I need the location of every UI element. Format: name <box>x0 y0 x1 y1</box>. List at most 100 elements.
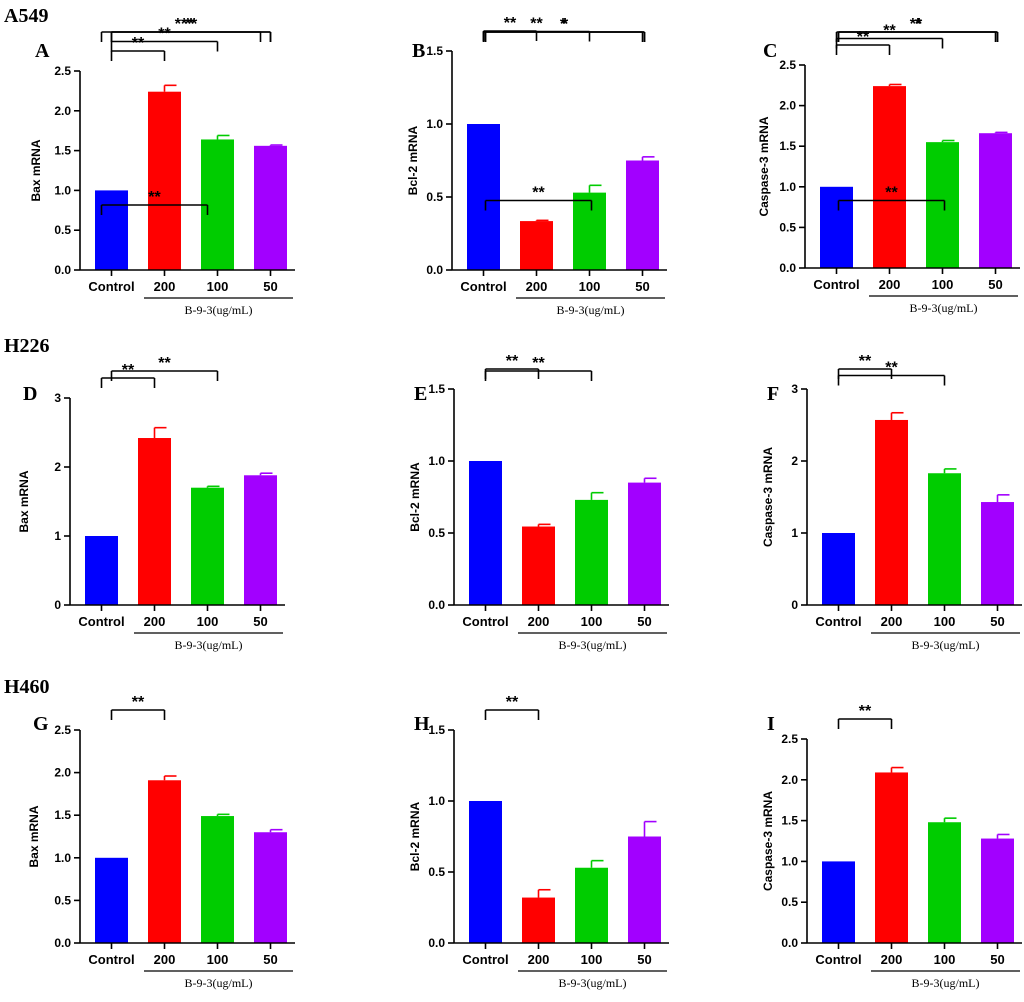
x-tick-label: 100 <box>581 952 603 967</box>
significance-marker: * <box>188 16 195 33</box>
y-tick-label: 1.0 <box>54 183 71 197</box>
bar <box>95 857 128 943</box>
y-tick-label: 1.5 <box>54 808 71 822</box>
y-axis-label: Bcl-2 mRNA <box>406 126 420 196</box>
row-label-a549: A549 <box>4 5 48 27</box>
x-tick-label: 100 <box>207 952 229 967</box>
bar <box>520 221 553 270</box>
significance-marker: ** <box>506 353 519 370</box>
y-tick-label: 2 <box>54 460 61 474</box>
bar <box>875 772 908 943</box>
chart-panel-i: I Caspase-3 mRNA 0.0 0.5 1.0 1.5 2.0 2.5 Control… <box>761 16 1022 990</box>
x-tick-label: 50 <box>263 279 277 294</box>
significance-marker: * <box>560 16 567 33</box>
x-tick-label: 200 <box>528 952 550 967</box>
x-tick-label: 50 <box>988 277 1002 292</box>
y-tick-label: 2.5 <box>781 732 798 746</box>
row-label-h226: H226 <box>4 335 50 357</box>
significance-marker: * <box>915 16 922 33</box>
bar <box>575 499 608 605</box>
significance-marker: ** <box>885 360 898 377</box>
y-axis-label: Caspase-3 mRNA <box>757 116 771 216</box>
panel-letter-d: D <box>23 383 37 405</box>
significance-marker: ** <box>857 29 870 46</box>
group-label: B-9-3(ug/mL) <box>912 638 980 652</box>
bar <box>575 867 608 943</box>
y-tick-label: 1.0 <box>426 117 443 131</box>
panel-letter-a: A <box>35 40 50 62</box>
y-tick-label: 1.0 <box>428 454 445 468</box>
y-tick-label: 0.0 <box>54 263 71 277</box>
significance-marker: ** <box>532 185 545 202</box>
bar <box>875 419 908 605</box>
bar <box>469 801 502 943</box>
y-axis-label: Bax mRNA <box>29 139 43 201</box>
significance-marker: ** <box>132 694 145 711</box>
group-label: B-9-3(ug/mL) <box>175 638 243 652</box>
group-label: B-9-3(ug/mL) <box>912 976 980 990</box>
x-tick-label: Control <box>88 952 134 967</box>
x-tick-label: 200 <box>144 614 166 629</box>
bar <box>926 142 959 268</box>
significance-marker: ** <box>530 16 543 33</box>
bar <box>85 536 118 605</box>
significance-marker: ** <box>158 355 171 372</box>
y-tick-label: 1.5 <box>779 139 796 153</box>
panel-letter-b: B <box>412 40 425 62</box>
x-tick-label: 100 <box>934 614 956 629</box>
x-tick-label: Control <box>815 952 861 967</box>
significance-marker: ** <box>859 353 872 370</box>
significance-marker: * <box>915 16 922 33</box>
y-tick-label: 1.5 <box>781 814 798 828</box>
y-tick-label: 2.5 <box>779 58 796 72</box>
significance-marker: ** <box>910 16 923 33</box>
y-tick-label: 0.0 <box>426 263 443 277</box>
y-tick-label: 1.0 <box>779 180 796 194</box>
y-tick-label: 1.5 <box>428 723 445 737</box>
bar <box>981 502 1014 605</box>
y-tick-label: 2.0 <box>781 773 798 787</box>
y-tick-label: 3 <box>54 391 61 405</box>
significance-marker: ** <box>504 15 517 32</box>
bar <box>138 438 171 605</box>
y-tick-label: 2.5 <box>54 64 71 78</box>
chart-panel-a: A Bax mRNA 0.0 0.5 1.0 1.5 2.0 2.5 Control 200 100… <box>29 16 295 317</box>
y-axis-label: Caspase-3 mRNA <box>761 791 775 891</box>
bar <box>820 186 853 268</box>
x-tick-label: 100 <box>932 277 954 292</box>
x-tick-label: Control <box>462 952 508 967</box>
x-tick-label: 200 <box>879 277 901 292</box>
significance-marker: ** <box>132 35 145 52</box>
bar <box>822 861 855 943</box>
y-tick-label: 0.0 <box>54 936 71 950</box>
y-axis-label: Bax mRNA <box>27 805 41 867</box>
bar <box>628 836 661 943</box>
bar <box>191 487 224 605</box>
x-tick-label: 50 <box>635 279 649 294</box>
significance-marker: ** <box>859 703 872 720</box>
x-tick-label: Control <box>78 614 124 629</box>
x-tick-label: 200 <box>154 952 176 967</box>
x-tick-label: 200 <box>528 614 550 629</box>
y-tick-label: 0.5 <box>428 865 445 879</box>
chart-panel-b: B Bcl-2 mRNA 0.0 0.5 1.0 1.5 Control 200 100 50 B-… <box>406 15 667 317</box>
bar <box>626 160 659 270</box>
significance-marker: ** <box>185 16 198 33</box>
x-tick-label: 200 <box>526 279 548 294</box>
y-tick-label: 0.0 <box>781 936 798 950</box>
panel-letter-e: E <box>414 383 427 405</box>
group-label: B-9-3(ug/mL) <box>557 303 625 317</box>
bar <box>467 124 500 270</box>
x-tick-label: 100 <box>197 614 219 629</box>
bar <box>628 482 661 605</box>
chart-panel-h: H Bcl-2 mRNA 0.0 0.5 1.0 1.5 Control 200 100 50 B-… <box>408 16 669 990</box>
y-tick-label: 2.5 <box>54 723 71 737</box>
y-tick-label: 0.0 <box>779 261 796 275</box>
panel-letter-f: F <box>767 383 779 405</box>
bar <box>979 133 1012 268</box>
x-tick-label: 100 <box>581 614 603 629</box>
y-tick-label: 1.0 <box>428 794 445 808</box>
bar <box>254 145 287 270</box>
significance-marker: * <box>562 16 569 33</box>
